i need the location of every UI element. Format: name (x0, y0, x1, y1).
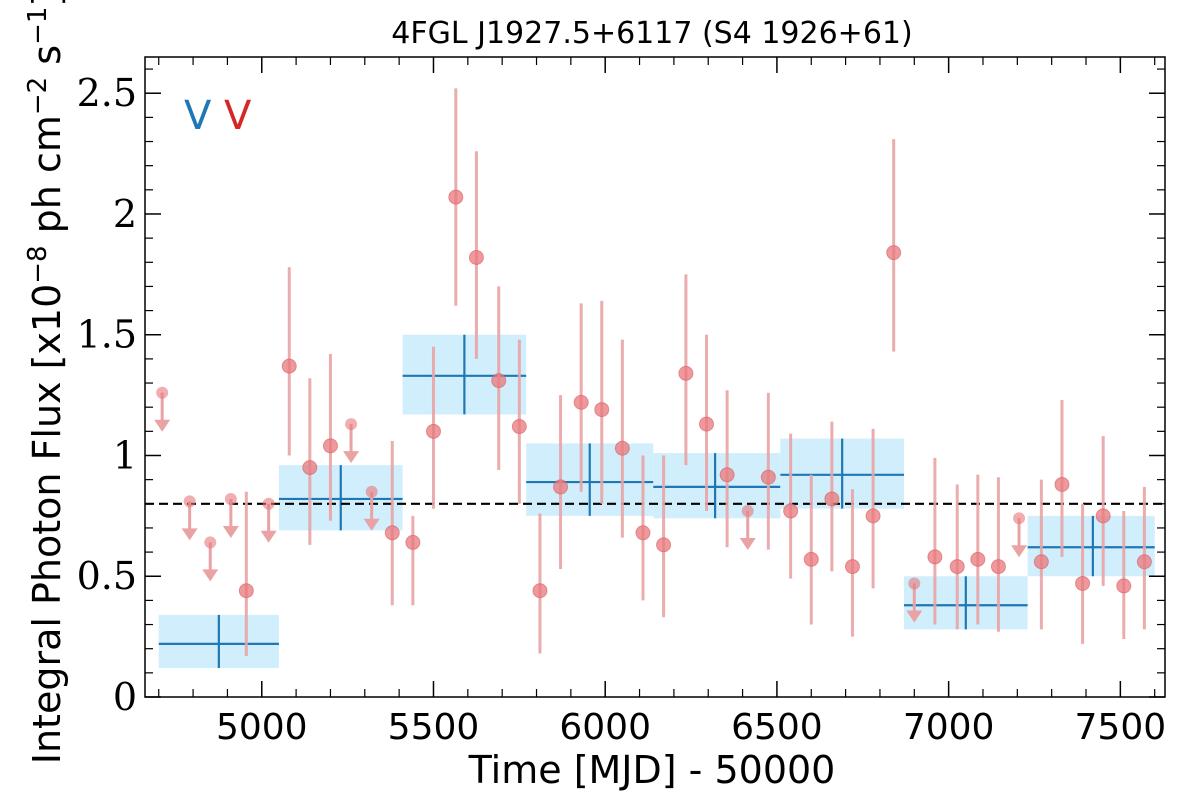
flux-point-35 (1095, 508, 1111, 524)
flux-point-0 (281, 358, 297, 374)
flux-point-17 (656, 537, 672, 553)
flux-point-18 (678, 365, 694, 381)
y-tick-label-2: 1 (113, 433, 137, 477)
upper-limit-arrow-2 (202, 569, 219, 582)
flux-point-14 (594, 402, 610, 418)
flux-point-19 (699, 416, 715, 432)
upper-limit-point-5 (345, 418, 358, 431)
y-tick-label-1: 0.5 (77, 554, 137, 598)
flux-point-8 (491, 373, 507, 389)
flux-point-32 (1033, 554, 1049, 570)
axis-ticks: 5000 5500 6000 6500 7000 7500 0 0.5 1 1.5 2 2.5 (77, 57, 1167, 748)
upper-limit-point-8 (908, 577, 921, 590)
flux-point-5 (425, 423, 441, 439)
plot-frame (144, 56, 1166, 698)
upper-limit-arrow-3 (222, 525, 239, 538)
flux-point-23 (803, 551, 819, 567)
y-tick-label-3: 1.5 (77, 313, 137, 357)
upper-limit-arrow-9 (1011, 545, 1028, 558)
bin-box-4 (653, 453, 781, 519)
upper-limit-arrow-8 (906, 610, 923, 623)
flux-point-21 (760, 469, 776, 485)
flux-point-37 (1136, 554, 1152, 570)
y-tick-label-5: 2.5 (77, 71, 137, 115)
flux-point-16 (635, 525, 651, 541)
flux-point-27 (886, 245, 902, 261)
x-tick-label-4: 7000 (903, 707, 995, 748)
y-axis-label-exp2: −2 (23, 77, 53, 115)
upper-limit-point-1 (183, 495, 196, 508)
flux-point-12 (553, 479, 569, 495)
x-tick-label-2: 6000 (559, 707, 651, 748)
flux-point-33 (1054, 476, 1070, 492)
y-axis-label-part2: ph cm (25, 115, 69, 245)
y-tick-label-4: 2 (113, 192, 137, 236)
flux-point-20 (719, 467, 735, 483)
x-axis-label: Time [MJD] - 50000 (468, 748, 836, 792)
y-axis-label-part1: Integral Photon Flux [x10 (25, 284, 69, 765)
y-axis-label-exp3: −1 (23, 7, 53, 45)
upper-limit-arrow-0 (154, 419, 171, 432)
upper-limit-arrow-5 (343, 451, 360, 464)
flux-point-10 (238, 583, 254, 599)
upper-limit-point-3 (224, 492, 237, 505)
flux-point-15 (614, 440, 630, 456)
flux-point-4 (405, 534, 421, 550)
x-tick-label-0: 5000 (216, 707, 308, 748)
binned-flux-layer (158, 334, 1155, 669)
upper-limit-arrow-6 (363, 518, 380, 531)
upper-limit-point-9 (1013, 512, 1026, 525)
flux-point-30 (970, 551, 986, 567)
upper-limit-point-4 (262, 497, 275, 510)
legend-marker-blue: V (184, 93, 212, 139)
flux-point-26 (865, 508, 881, 524)
flux-point-34 (1075, 575, 1091, 591)
x-tick-label-3: 6500 (731, 707, 823, 748)
flux-point-28 (927, 549, 943, 565)
flux-points-layer (238, 88, 1152, 656)
flux-point-22 (783, 503, 799, 519)
y-axis-label-part3: s (25, 45, 69, 77)
upper-limits-layer (154, 386, 1028, 623)
y-axis-label-end: ] (25, 0, 69, 7)
chart-title: 4FGL J1927.5+6117 (S4 1926+61) (391, 16, 912, 51)
flux-point-9 (511, 419, 527, 435)
flux-point-13 (573, 394, 589, 410)
upper-limit-point-2 (204, 536, 217, 549)
x-tick-label-1: 5500 (388, 707, 480, 748)
upper-limit-point-0 (156, 386, 169, 399)
flux-point-7 (468, 249, 484, 265)
y-axis-label: Integral Photon Flux [x10−8 ph cm−2 s−1] (23, 0, 69, 764)
flux-point-3 (384, 525, 400, 541)
flux-point-2 (322, 438, 338, 454)
flux-point-36 (1116, 578, 1132, 594)
upper-limit-point-6 (365, 485, 378, 498)
y-axis-label-exp1: −8 (23, 245, 53, 283)
upper-limit-arrow-7 (739, 538, 756, 551)
legend-marker-red: V (224, 93, 252, 139)
flux-point-31 (990, 559, 1006, 575)
flux-point-1 (302, 460, 318, 476)
bin-box-7 (1027, 515, 1155, 577)
flux-point-11 (532, 583, 548, 599)
upper-limit-arrow-1 (181, 528, 198, 541)
upper-limit-point-7 (741, 505, 754, 518)
flux-point-24 (824, 491, 840, 507)
flux-point-25 (844, 559, 860, 575)
y-tick-label-0: 0 (113, 675, 137, 719)
upper-limit-arrow-4 (260, 530, 277, 543)
x-tick-label-5: 7500 (1075, 707, 1167, 748)
flux-point-6 (448, 189, 464, 205)
flux-point-29 (949, 559, 965, 575)
